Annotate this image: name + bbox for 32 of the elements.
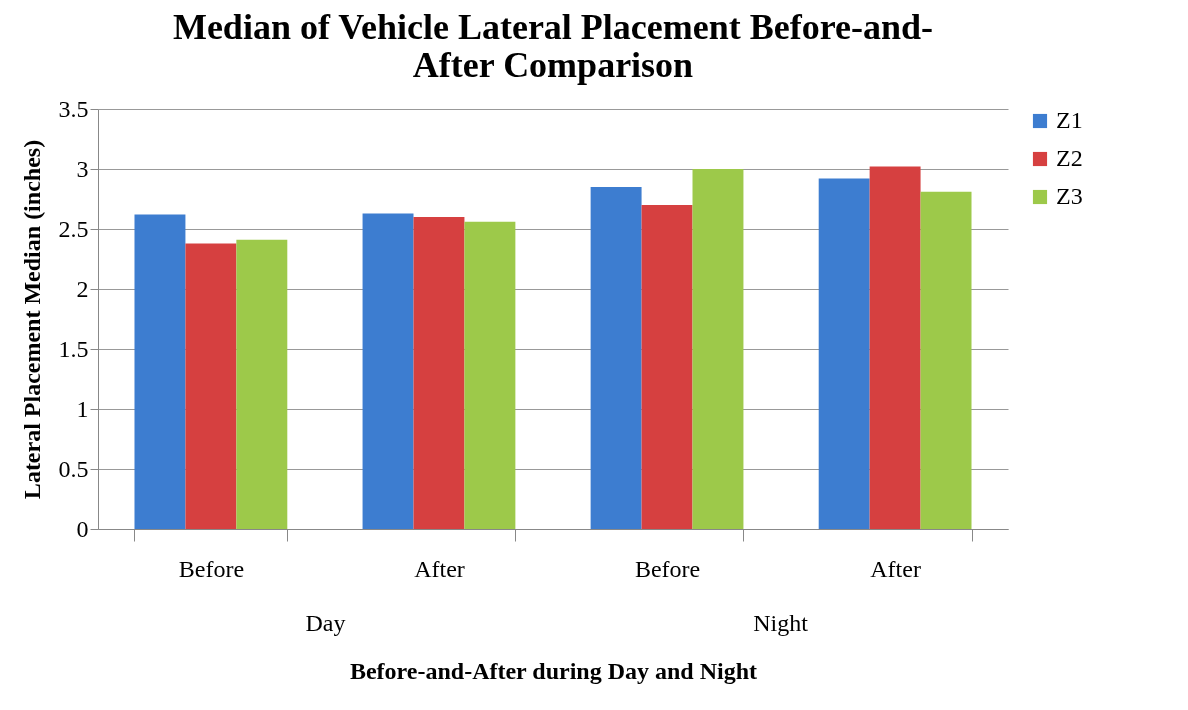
bar [818, 178, 870, 529]
bar [362, 213, 414, 529]
bar [590, 187, 642, 529]
y-tick-label: 1 [76, 395, 89, 422]
y-tick-label: 0 [76, 515, 89, 542]
y-tick-label: 2 [76, 275, 89, 302]
bar [641, 205, 693, 529]
y-axis-title: Lateral Placement Median (inches) [18, 139, 45, 500]
bar [869, 166, 921, 529]
bar [920, 191, 972, 529]
x-tick-label: Before [178, 555, 245, 582]
bar [692, 169, 744, 529]
y-tick-label: 2.5 [58, 215, 89, 242]
x-tick-label: Before [634, 555, 701, 582]
bar [185, 243, 237, 529]
x-tick-label: After [870, 555, 921, 582]
text: Day [305, 610, 346, 636]
x-tick-label: After [414, 555, 465, 582]
legend-label: Z1 [1056, 107, 1083, 133]
bar [464, 221, 516, 529]
bar [413, 217, 465, 529]
legend-label: Z3 [1056, 183, 1083, 209]
bar [236, 239, 288, 529]
y-tick-label: 1.5 [58, 335, 89, 362]
chart-title: Median of Vehicle Lateral Placement Before-and-After Comparison [172, 7, 934, 85]
text: Night [753, 610, 809, 636]
legend-label: Z2 [1056, 145, 1083, 171]
x-axis-title: Before-and-After during Day and Night [349, 657, 758, 684]
y-tick-label: 3 [76, 155, 89, 182]
bar [134, 214, 186, 529]
y-tick-label: 3.5 [58, 95, 89, 122]
y-tick-label: 0.5 [58, 455, 89, 482]
